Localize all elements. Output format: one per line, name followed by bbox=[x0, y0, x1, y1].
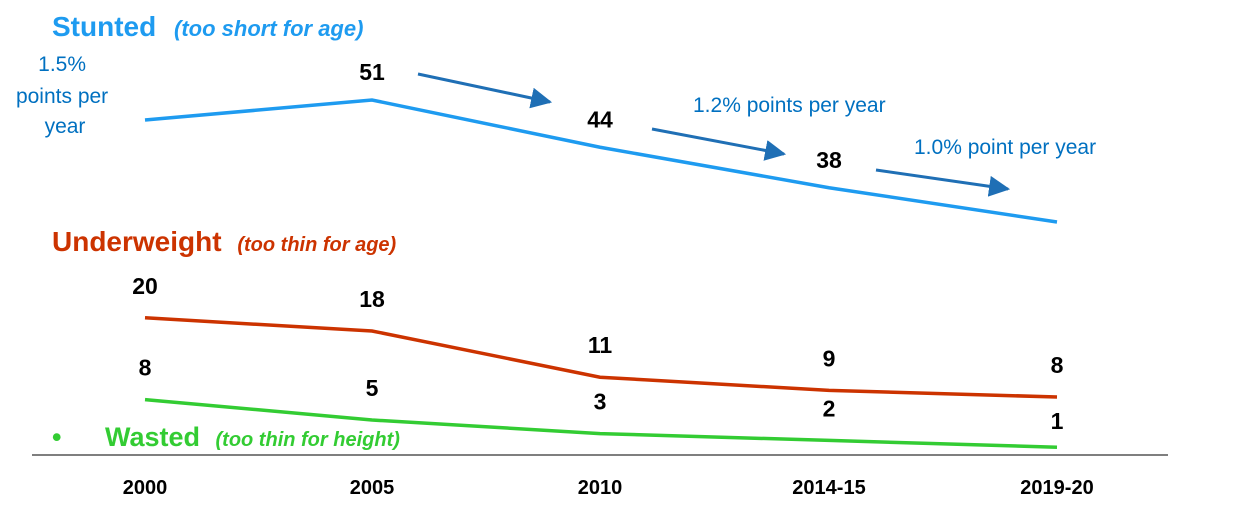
rate-annotation-2: 1.2% points per year bbox=[693, 94, 886, 117]
underweight-value-label-2005: 18 bbox=[359, 286, 385, 312]
rate-annotation-1-line-1: 1.5% bbox=[38, 53, 86, 76]
underweight-title-sub: (too thin for age) bbox=[237, 234, 396, 256]
x-tick-label-2014-15: 2014-15 bbox=[792, 477, 865, 499]
wasted-value-label-2019-20: 1 bbox=[1051, 408, 1064, 434]
underweight-title-label: Underweight bbox=[52, 226, 222, 257]
wasted-value-label-2014-15: 2 bbox=[823, 395, 836, 421]
stunted-title-label: Stunted bbox=[52, 11, 156, 42]
underweight-value-label-2019-20: 8 bbox=[1051, 352, 1064, 378]
stunted-value-label-2005: 51 bbox=[359, 59, 385, 85]
stunted-title-sub: (too short for age) bbox=[174, 16, 363, 41]
underweight-value-label-2014-15: 9 bbox=[823, 345, 836, 371]
wasted-value-label-2010: 3 bbox=[594, 389, 607, 415]
stunted-title: Stunted (too short for age) bbox=[52, 11, 363, 42]
underweight-value-label-2000: 20 bbox=[132, 273, 158, 299]
x-tick-label-2000: 2000 bbox=[123, 477, 168, 499]
wasted-line bbox=[144, 397, 1058, 449]
rate-annotation-1-line-2: points per bbox=[16, 85, 108, 108]
wasted-bullet: • bbox=[52, 422, 61, 452]
wasted-title: • Wasted (too thin for height) bbox=[52, 422, 400, 452]
trend-arrow-2 bbox=[651, 127, 787, 161]
stunted-line bbox=[144, 98, 1058, 224]
wasted-value-label-2005: 5 bbox=[366, 375, 379, 401]
stunted-value-label-2010: 44 bbox=[587, 106, 613, 132]
trend-arrow-1 bbox=[417, 72, 553, 109]
wasted-title-label: Wasted bbox=[105, 422, 200, 452]
underweight-title: Underweight (too thin for age) bbox=[52, 226, 397, 257]
underweight-line bbox=[144, 316, 1058, 399]
rate-annotation-3: 1.0% point per year bbox=[914, 136, 1096, 159]
x-axis-ticks: 2000 2005 2010 2014-15 2019-20 bbox=[123, 477, 1094, 499]
x-tick-label-2019-20: 2019-20 bbox=[1020, 477, 1093, 499]
rate-annotation-1-line-3: year bbox=[45, 115, 86, 138]
wasted-title-sub: (too thin for height) bbox=[216, 429, 401, 451]
wasted-value-label-2000: 8 bbox=[139, 355, 152, 381]
trend-arrow-3 bbox=[875, 168, 1011, 197]
x-tick-label-2005: 2005 bbox=[350, 477, 395, 499]
stunted-value-label-2014-15: 38 bbox=[816, 147, 842, 173]
rate-annotation-1: 1.5% points per year bbox=[16, 53, 114, 138]
x-tick-label-2010: 2010 bbox=[578, 477, 623, 499]
underweight-value-label-2010: 11 bbox=[588, 332, 613, 358]
chart-labels: 51 44 38 20 18 11 9 8 8 5 3 2 1 bbox=[132, 59, 1063, 434]
